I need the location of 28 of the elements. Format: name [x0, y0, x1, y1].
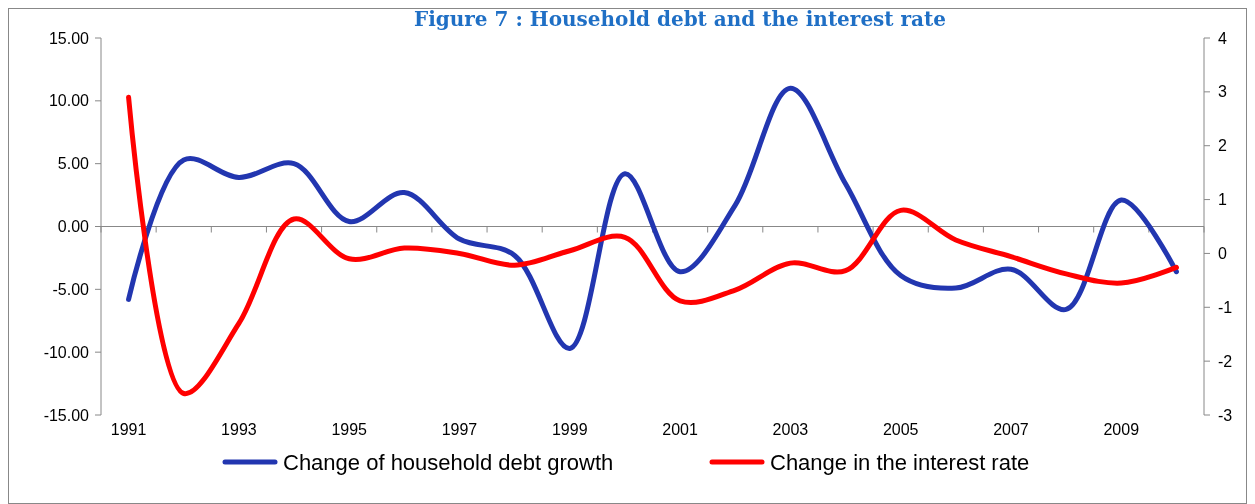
x-tick-label: 2007 — [993, 421, 1029, 438]
x-tick-label: 2001 — [662, 421, 698, 438]
x-tick-label: 1995 — [331, 421, 368, 438]
y2-tick-label: -3 — [1218, 406, 1233, 424]
y2-tick-label: 0 — [1218, 245, 1227, 263]
x-tick-label: 1997 — [441, 421, 478, 438]
y2-tick-label: 2 — [1218, 137, 1227, 155]
x-tick-label: 1999 — [551, 421, 588, 438]
y2-tick-label: 4 — [1218, 29, 1227, 47]
y-tick-label: 15.00 — [48, 29, 90, 47]
y-tick-label: -10.00 — [43, 343, 90, 361]
x-tick-label: 1993 — [221, 421, 257, 438]
y2-tick-label: -2 — [1218, 352, 1233, 370]
legend-label: Change of household debt growth — [283, 449, 614, 475]
legend-label: Change in the interest rate — [770, 449, 1030, 475]
y-tick-label: 0.00 — [57, 218, 90, 236]
y2-tick-label: 3 — [1218, 83, 1227, 101]
y-tick-label: 10.00 — [48, 92, 90, 110]
y2-tick-label: -1 — [1218, 298, 1233, 316]
y2-tick-label: 1 — [1218, 191, 1227, 209]
x-tick-label: 1991 — [110, 421, 147, 438]
y-tick-label: 5.00 — [57, 155, 90, 173]
chart-title: Figure 7 : Household debt and the interest rate — [413, 7, 947, 31]
y-tick-label: -15.00 — [43, 406, 90, 424]
y-tick-label: -5.00 — [52, 280, 90, 298]
x-tick-label: 2003 — [772, 421, 809, 438]
x-tick-label: 2009 — [1103, 421, 1140, 438]
x-tick-label: 2005 — [882, 421, 919, 438]
